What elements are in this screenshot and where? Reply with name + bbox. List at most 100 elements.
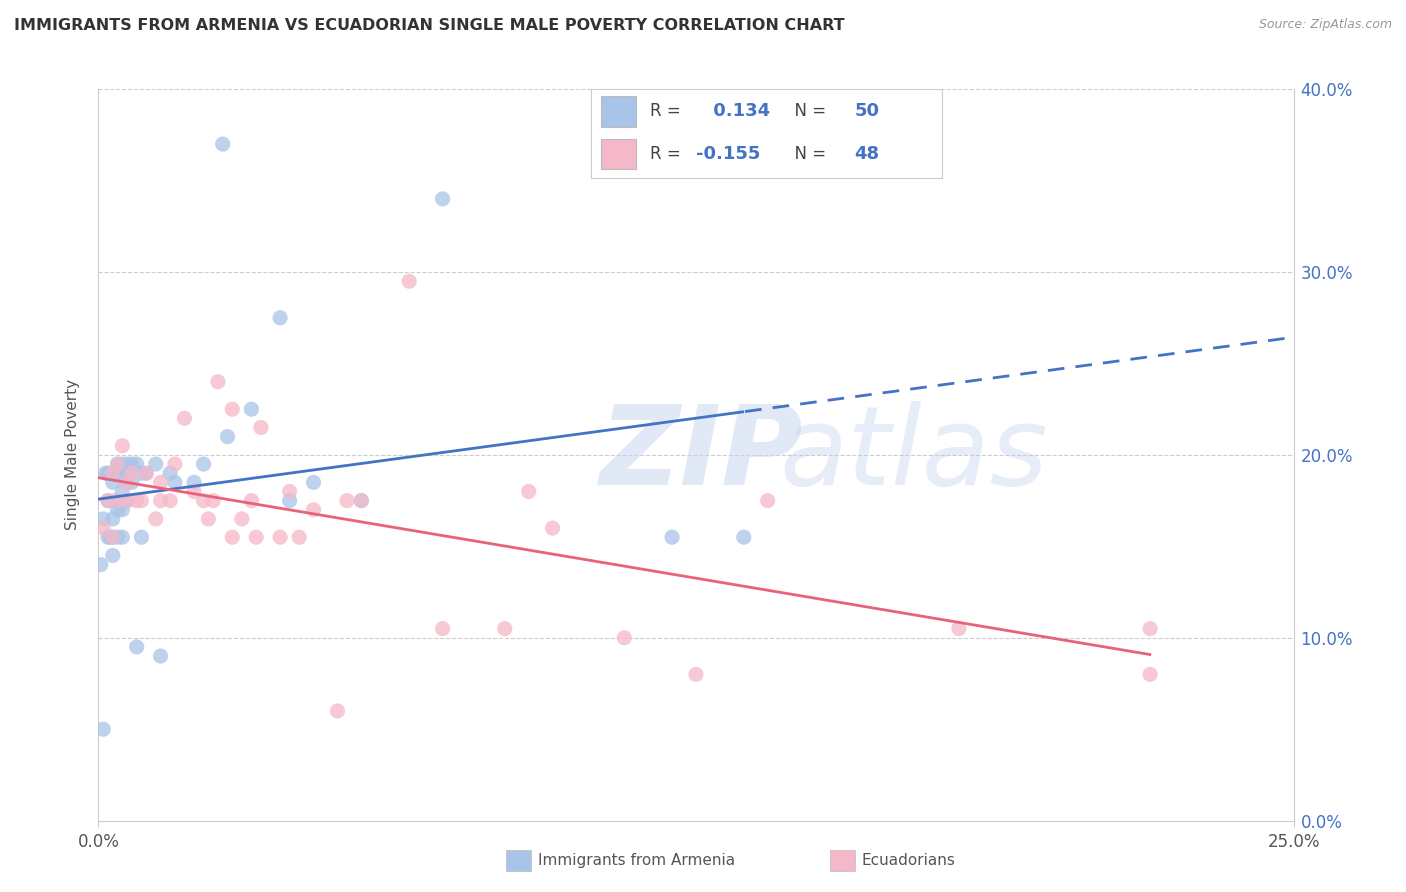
Point [115,475,138,490]
Text: N =: N = [785,145,831,163]
Point [107,530,129,544]
Text: IMMIGRANTS FROM ARMENIA VS ECUADORIAN SINGLE MALE POVERTY CORRELATION CHART: IMMIGRANTS FROM ARMENIA VS ECUADORIAN SI… [14,18,845,33]
Point [948,622,970,636]
Point [240,493,263,508]
Point [221,530,243,544]
Point [350,493,373,508]
Point [278,484,301,499]
Point [131,530,153,544]
Point [135,466,157,480]
Point [494,622,516,636]
Point [111,457,134,471]
Text: atlas: atlas [779,401,1049,508]
Point [125,493,148,508]
Point [288,530,311,544]
Point [302,475,325,490]
Point [159,493,181,508]
Point [183,484,205,499]
Point [326,704,349,718]
Point [111,502,134,516]
Point [517,484,540,499]
Point [107,457,129,471]
Point [336,493,359,508]
Text: -0.155: -0.155 [696,145,761,163]
Point [541,521,564,535]
Point [173,411,195,425]
Text: N =: N = [785,103,831,120]
Point [207,375,229,389]
Point [97,530,120,544]
Point [111,484,134,499]
Point [107,502,129,516]
Point [163,457,186,471]
Point [115,493,138,508]
Point [661,530,683,544]
Point [125,640,148,654]
Point [111,530,134,544]
Point [149,649,172,664]
Point [121,475,143,490]
Point [202,493,225,508]
Point [90,558,112,572]
Point [432,192,454,206]
Point [101,475,124,490]
Bar [602,96,636,127]
Point [211,136,233,151]
Point [97,493,120,508]
Point [1139,622,1161,636]
Point [221,402,243,417]
Point [91,723,114,737]
Point [245,530,267,544]
Text: Immigrants from Armenia: Immigrants from Armenia [538,854,735,868]
Point [302,502,325,516]
Point [193,493,215,508]
Point [135,466,157,480]
Point [145,457,167,471]
Text: 48: 48 [853,145,879,163]
Point [98,530,122,544]
Point [240,402,263,417]
Point [197,512,219,526]
Point [159,466,181,480]
Point [269,310,291,325]
Point [756,493,779,508]
Point [115,466,138,480]
Point [101,466,124,480]
Point [733,530,755,544]
Point [350,493,373,508]
Point [115,493,138,508]
Point [104,493,127,508]
Point [183,475,205,490]
Text: Source: ZipAtlas.com: Source: ZipAtlas.com [1258,18,1392,31]
Text: 50: 50 [853,103,879,120]
Point [101,466,124,480]
Point [107,493,129,508]
Point [101,549,124,563]
Point [101,530,124,544]
Point [121,466,143,480]
Text: Ecuadorians: Ecuadorians [862,854,956,868]
Point [231,512,253,526]
Point [131,466,153,480]
Point [145,512,167,526]
Point [250,420,273,434]
Point [163,475,186,490]
Point [111,439,134,453]
Point [149,493,172,508]
Point [91,512,114,526]
Point [107,466,129,480]
Text: 0.134: 0.134 [707,103,769,120]
Point [101,512,124,526]
Point [685,667,707,681]
Point [115,475,138,490]
Point [121,457,143,471]
Point [107,457,129,471]
Point [125,457,148,471]
Point [613,631,636,645]
Text: R =: R = [650,145,686,163]
Point [278,493,301,508]
Point [111,466,134,480]
Point [432,622,454,636]
Bar [602,139,636,169]
Point [398,274,420,288]
